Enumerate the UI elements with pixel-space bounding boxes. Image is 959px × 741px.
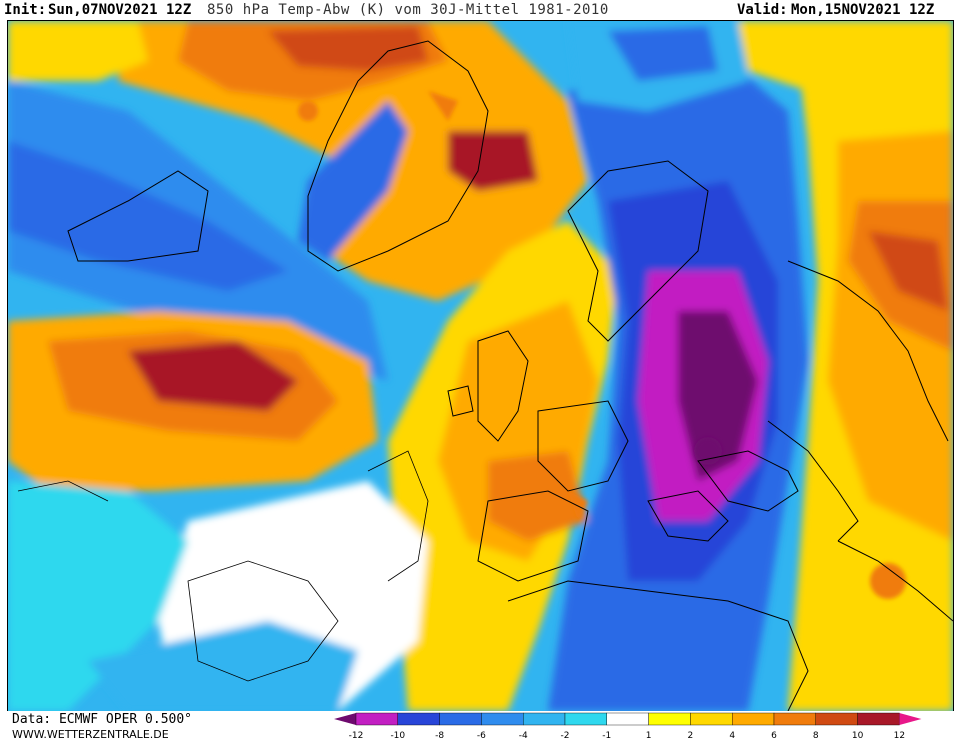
legend-swatch (481, 712, 524, 726)
legend-tick-label: -10 (390, 731, 405, 741)
legend-swatch (564, 712, 607, 726)
legend-swatch (732, 712, 775, 726)
legend-swatch (690, 712, 733, 726)
map-description: 850 hPa Temp-Abw (K) vom 30J-Mittel 1981… (207, 2, 609, 18)
anomaly-detail-speckles (298, 91, 906, 599)
legend-swatch (648, 712, 691, 726)
legend-tick-label: 8 (813, 731, 819, 741)
anomaly-map (7, 20, 954, 712)
legend-swatch (857, 712, 900, 726)
data-source: Data: ECMWF OPER 0.500° (12, 712, 193, 727)
legend-tick-label: -4 (519, 731, 528, 741)
legend-tick-label: 12 (894, 731, 905, 741)
legend-swatch (397, 712, 440, 726)
legend-tick-label: 1 (646, 731, 652, 741)
color-legend: -12 -10 -8 -6 -4 -2 -1 1 2 4 6 8 10 12 (332, 711, 959, 741)
map-footer: Data: ECMWF OPER 0.500° WWW.WETTERZENTRA… (0, 711, 959, 741)
valid-label: Valid: (737, 2, 788, 18)
legend-tick-label: 2 (688, 731, 694, 741)
legend-swatch (606, 712, 649, 726)
legend-tick-label: -1 (602, 731, 611, 741)
anomaly-fields (8, 21, 953, 711)
legend-tick-label: -6 (477, 731, 486, 741)
legend-arrow-low (334, 713, 356, 725)
legend-tick-label: 4 (729, 731, 735, 741)
legend-swatch (815, 712, 858, 726)
zero-contours (17, 450, 429, 682)
legend-swatch (773, 712, 816, 726)
init-value: Sun,07NOV2021 12Z (48, 2, 192, 18)
legend-tick-label: -8 (435, 731, 444, 741)
website-credit: WWW.WETTERZENTRALE.DE (12, 728, 169, 741)
legend-tick-label: 6 (771, 731, 777, 741)
valid-value: Mon,15NOV2021 12Z (791, 2, 935, 18)
color-legend-bar: -12 -10 -8 -6 -4 -2 -1 1 2 4 6 8 10 12 (334, 712, 922, 741)
legend-swatch (355, 712, 398, 726)
map-header: Init: Sun,07NOV2021 12Z 850 hPa Temp-Abw… (0, 0, 959, 20)
init-label: Init: (4, 2, 47, 18)
legend-tick-label: 10 (852, 731, 864, 741)
legend-tick-label: -12 (349, 731, 364, 741)
legend-swatch (439, 712, 482, 726)
legend-arrow-high (899, 713, 922, 725)
legend-swatch (522, 712, 566, 726)
coastlines (67, 40, 953, 711)
legend-tick-label: -2 (561, 731, 570, 741)
anomaly-map-canvas (8, 21, 953, 711)
